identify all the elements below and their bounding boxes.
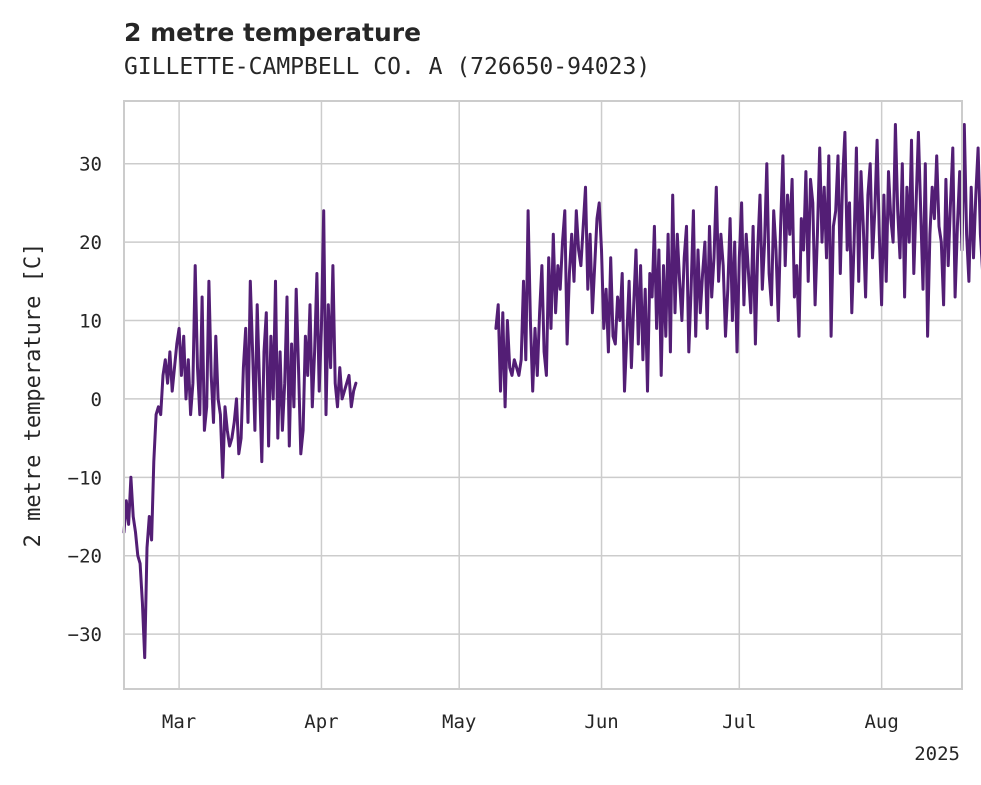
series-lines [122,123,981,660]
y-tick-label: −30 [68,624,102,646]
y-tick-label: 30 [79,154,102,176]
y-tick-label: 20 [79,232,102,254]
x-axis-year-label: 2025 [914,743,960,765]
x-tick-label: Jul [722,711,756,733]
temperature-line-segment [494,123,981,409]
y-axis-label: 2 metre temperature [C] [21,243,46,548]
x-tick-labels: Mar Apr May Jun Jul Aug [162,711,899,733]
x-tick-label: May [442,711,476,733]
x-tick-label: Jun [584,711,618,733]
x-tick-label: Apr [304,711,338,733]
temperature-line-segment [122,209,358,660]
y-tick-label: 0 [91,389,102,411]
x-tick-label: Aug [864,711,898,733]
y-tick-label: 10 [79,311,102,333]
x-tick-label: Mar [162,711,196,733]
y-tick-label: −10 [68,467,102,489]
chart-subtitle: GILLETTE-CAMPBELL CO. A (726650-94023) [124,54,650,80]
plot-frame [123,100,963,690]
y-tick-labels: −30 −20 −10 0 10 20 30 [68,154,102,646]
chart-title: 2 metre temperature [124,18,421,47]
y-tick-label: −20 [68,546,102,568]
